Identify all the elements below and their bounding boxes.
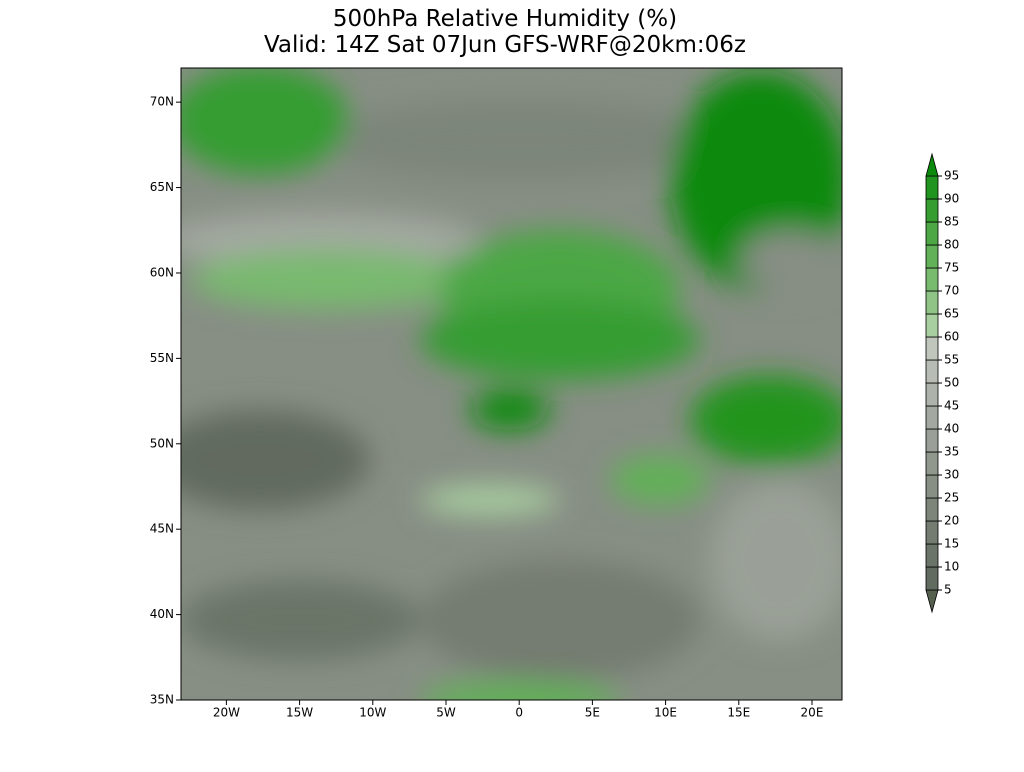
colorbar-label: 65 [944,307,959,321]
colorbar-label: 80 [944,238,959,252]
title-line: Valid: 14Z Sat 07Jun GFS-WRF@20km:06z [264,32,746,58]
colorbar-arrow [925,589,939,614]
colorbar-bin [925,244,939,269]
title-line: 500hPa Relative Humidity (%) [333,6,677,32]
colorbar-bin [925,175,939,200]
colorbar-bin [925,520,939,545]
colorbar-label: 90 [944,192,959,206]
lat-tick-label: 35N [150,693,174,707]
colorbar-label: 70 [944,284,959,298]
colorbar-label: 95 [944,169,959,183]
colorbar-bin [925,382,939,407]
colorbar-label: 50 [944,376,959,390]
lon-tick-label: 0 [515,706,523,720]
colorbar-bin [925,566,939,591]
colorbar-label: 75 [944,261,959,275]
colorbar-label: 85 [944,215,959,229]
lon-tick-label: 5W [436,706,456,720]
colorbar-bin [925,267,939,292]
colorbar-bin [925,221,939,246]
colorbar-bin [925,359,939,384]
colorbar-label: 55 [944,353,959,367]
colorbar-bin [925,543,939,568]
lat-tick-label: 65N [150,180,174,194]
lat-tick-label: 60N [150,265,174,279]
lon-tick-label: 20E [801,706,824,720]
colorbar-label: 45 [944,399,959,413]
lon-tick-label: 10W [359,706,386,720]
colorbar-label: 60 [944,330,959,344]
colorbar-bin [925,451,939,476]
colorbar-label: 10 [944,560,959,574]
lat-tick-label: 70N [150,95,174,109]
colorbar-bin [925,405,939,430]
colorbar-label: 20 [944,514,959,528]
lon-tick-label: 20W [213,706,240,720]
lat-tick-label: 55N [150,351,174,365]
colorbar-bin [925,336,939,361]
colorbar-bin [925,497,939,522]
colorbar-bin [925,290,939,315]
lon-tick-label: 10E [654,706,677,720]
lon-tick-label: 15W [286,706,313,720]
colorbar-label: 15 [944,537,959,551]
map-frame [180,67,843,701]
lat-tick-label: 40N [150,607,174,621]
colorbar-arrow [925,152,939,177]
humidity-field [181,68,842,700]
lon-tick-label: 5E [585,706,600,720]
colorbar-label: 35 [944,445,959,459]
colorbar-label: 25 [944,491,959,505]
colorbar-label: 40 [944,422,959,436]
colorbar-label: 5 [944,583,952,597]
colorbar-bin [925,313,939,338]
colorbar-label: 30 [944,468,959,482]
lat-tick-label: 50N [150,436,174,450]
colorbar-bin [925,198,939,223]
lon-tick-label: 15E [727,706,750,720]
colorbar-bin [925,474,939,499]
lat-tick-label: 45N [150,522,174,536]
colorbar-bin [925,428,939,453]
